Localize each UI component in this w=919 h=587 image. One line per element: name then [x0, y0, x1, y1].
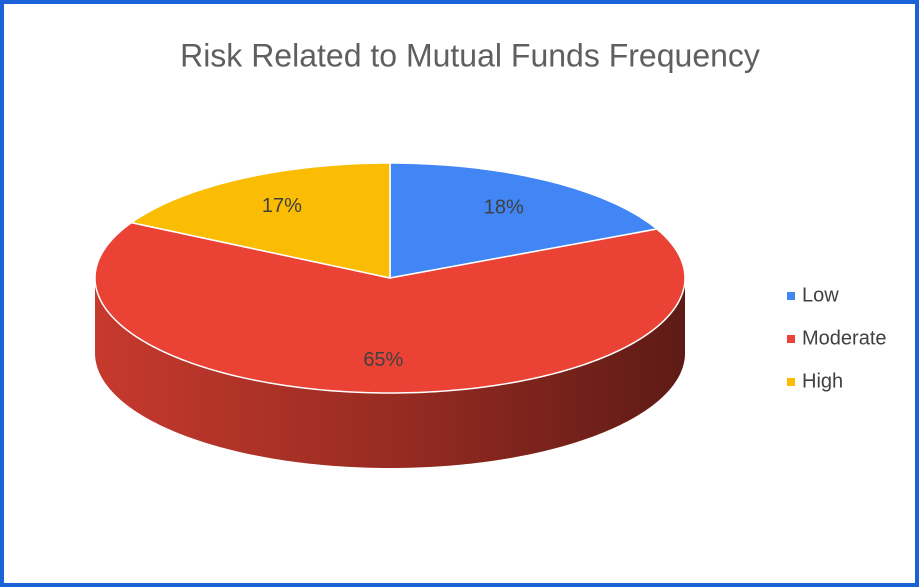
- slice-side-shade: [95, 278, 685, 468]
- legend-swatch: [787, 335, 795, 343]
- chart-title: Risk Related to Mutual Funds Frequency: [180, 37, 760, 73]
- legend-swatch: [787, 378, 795, 386]
- legend-label: Moderate: [802, 327, 887, 349]
- slice: [94, 221, 686, 394]
- data-label: 65%: [363, 349, 403, 371]
- legend-label: High: [802, 370, 843, 392]
- slice: [130, 162, 391, 279]
- data-label: 18%: [484, 196, 524, 218]
- legend-swatch: [787, 292, 795, 300]
- slice: [389, 162, 658, 279]
- data-label: 17%: [262, 195, 302, 217]
- legend-label: Low: [802, 284, 839, 306]
